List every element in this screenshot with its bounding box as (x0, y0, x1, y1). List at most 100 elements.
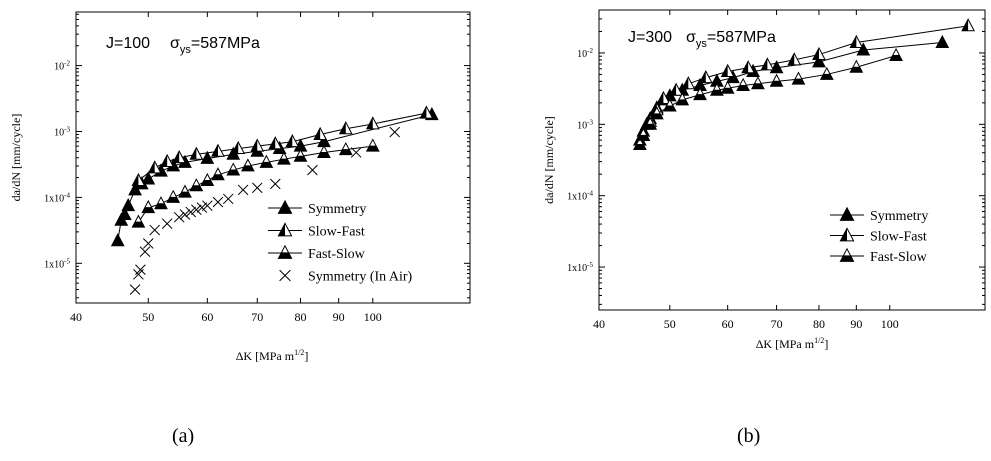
data-point (129, 284, 141, 295)
marker-fill (277, 158, 290, 165)
data-point (675, 92, 690, 106)
marker-fill (241, 165, 254, 171)
marker-stroke (196, 202, 208, 213)
data-point (313, 126, 328, 140)
data-point (251, 182, 263, 194)
y-tick-label-exp: -2 (64, 60, 70, 68)
marker-fill (820, 73, 833, 80)
y-tick-label-base: 1x10 (44, 193, 64, 204)
data-point (222, 193, 234, 205)
data-point (277, 151, 291, 165)
marker-fill (286, 135, 293, 147)
marker-fill (167, 196, 180, 203)
data-point (736, 77, 751, 91)
legend-label: Fast-Slow (308, 247, 366, 262)
marker-fill (339, 122, 346, 134)
series-fast-slow (633, 47, 903, 151)
marker-shape (277, 199, 293, 214)
data-point (189, 146, 204, 160)
x-tick-label: 90 (333, 310, 345, 324)
marker-stroke (237, 184, 249, 196)
data-point (178, 184, 192, 198)
y-axis-label: da/dN [mm/cycle] (9, 114, 23, 202)
data-point (681, 76, 696, 90)
x-tick-label: 90 (850, 317, 862, 331)
y-tick-label-exp: -3 (587, 118, 593, 126)
data-point (365, 138, 380, 152)
annotation-value: =587MPa (707, 29, 776, 46)
y-tick-label: 10-2 (577, 47, 593, 60)
marker-stroke (212, 196, 224, 208)
y-tick-label-exp: -5 (587, 261, 593, 269)
marker-fill (637, 134, 650, 141)
data-point (154, 196, 168, 210)
marker-fill (788, 53, 795, 65)
data-point (202, 200, 213, 211)
legend-label: Slow-Fast (308, 225, 365, 240)
marker-fill (132, 173, 139, 186)
data-point (121, 197, 136, 212)
data-point (662, 98, 677, 112)
legend-item: Symmetry (268, 199, 366, 217)
marker-shape (812, 54, 826, 68)
x-tick-label: 70 (771, 317, 783, 331)
marker-shape (839, 206, 855, 221)
data-point (110, 233, 125, 247)
marker-fill (792, 78, 805, 85)
annotation-sigma: σ (170, 35, 180, 52)
data-point (769, 73, 784, 87)
chart-annotation: J=300 σys=587MPa (628, 29, 776, 50)
chart-annotation: J=100 σys=587MPa (106, 35, 260, 56)
data-point (338, 141, 353, 156)
marker-fill (154, 203, 168, 209)
data-point (633, 136, 647, 151)
y-tick-label-exp: -4 (587, 190, 593, 198)
legend-item: Slow-Fast (268, 222, 365, 240)
data-point (812, 46, 826, 61)
marker-fill (269, 137, 276, 149)
marker-fill (278, 252, 292, 259)
marker-fill (751, 83, 764, 89)
series-symmetry-in-air (129, 126, 401, 295)
marker-fill (227, 169, 240, 176)
data-point (787, 52, 802, 66)
x-tick-label: 70 (251, 310, 263, 324)
data-point (307, 164, 318, 176)
data-point (189, 178, 204, 192)
x-tick-label: 100 (881, 317, 899, 331)
legend-item: Fast-Slow (830, 247, 928, 265)
marker-stroke (173, 211, 185, 223)
x-axis-label-end: ] (824, 337, 828, 351)
y-tick-label-exp: -5 (64, 257, 70, 265)
legend-item: Symmetry (830, 206, 928, 224)
legend: Symmetry Slow-Fast Fast-Slow Symmetry (In A… (268, 199, 413, 285)
data-point (191, 204, 202, 216)
y-tick-label-base: 10 (577, 120, 587, 131)
legend-marker (839, 247, 855, 262)
data-point (172, 150, 187, 164)
marker-fill (260, 161, 273, 168)
data-point (211, 167, 225, 181)
marker-fill (682, 77, 689, 89)
annotation-j: J=100 (106, 35, 150, 52)
marker-fill (420, 106, 427, 119)
x-tick-label: 50 (142, 310, 154, 324)
x-tick-label: 60 (722, 317, 734, 331)
data-point (160, 153, 175, 167)
legend-marker (839, 227, 855, 242)
legend-label: Symmetry (870, 209, 928, 224)
y-tick-label-base: 10 (54, 127, 64, 138)
marker-fill (190, 185, 203, 191)
x-axis-label: ΔK [MPa m1/2] (756, 336, 829, 351)
data-point (139, 246, 151, 258)
y-tick-label-exp: -4 (64, 191, 70, 199)
marker-stroke (135, 264, 146, 276)
marker-fill (770, 80, 783, 87)
y-tick-label: 10-3 (577, 118, 593, 131)
marker-fill (132, 221, 145, 228)
data-point (849, 34, 864, 48)
marker-stroke (161, 218, 173, 229)
legend-marker (277, 244, 293, 259)
x-tick-label: 80 (813, 317, 825, 331)
data-point (179, 209, 191, 220)
